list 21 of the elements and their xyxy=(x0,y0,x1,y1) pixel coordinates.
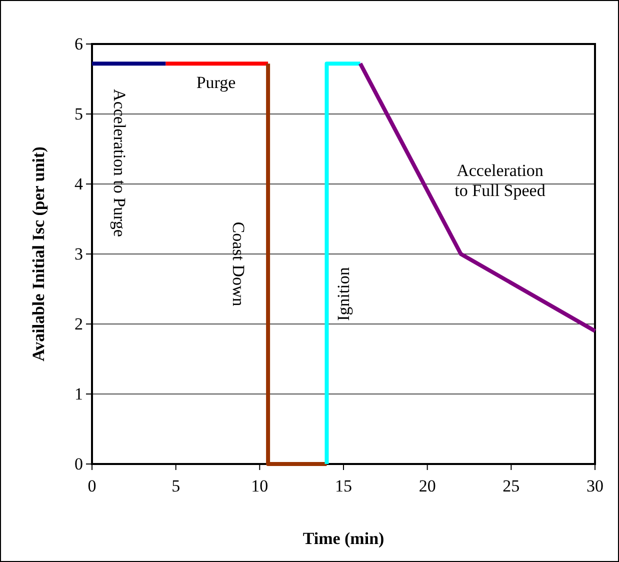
x-axis-title: Time (min) xyxy=(302,529,384,548)
x-tick-label: 20 xyxy=(418,476,436,496)
x-tick-label: 15 xyxy=(335,476,352,496)
annotation: Purge xyxy=(196,72,236,92)
annotation: Coast Down xyxy=(229,222,248,307)
x-tick-label: 5 xyxy=(172,476,180,496)
annotation: Ignition xyxy=(334,266,353,321)
x-tick-label: 10 xyxy=(251,476,268,496)
y-tick-label: 5 xyxy=(74,104,83,124)
y-tick-label: 0 xyxy=(74,454,83,474)
annotation: Acceleration to Full Speed xyxy=(454,160,546,200)
y-tick-label: 2 xyxy=(74,314,83,334)
y-tick-label: 3 xyxy=(74,244,83,264)
y-tick-label: 4 xyxy=(74,174,84,194)
y-tick-label: 1 xyxy=(74,384,83,404)
y-tick-label: 6 xyxy=(74,34,83,54)
annotation: Acceleration to Purge xyxy=(110,89,130,237)
y-axis-title: Available Initial Isc (per unit) xyxy=(29,146,48,362)
x-tick-label: 25 xyxy=(502,476,520,496)
x-tick-label: 30 xyxy=(586,476,604,496)
x-tick-label: 0 xyxy=(88,476,96,496)
